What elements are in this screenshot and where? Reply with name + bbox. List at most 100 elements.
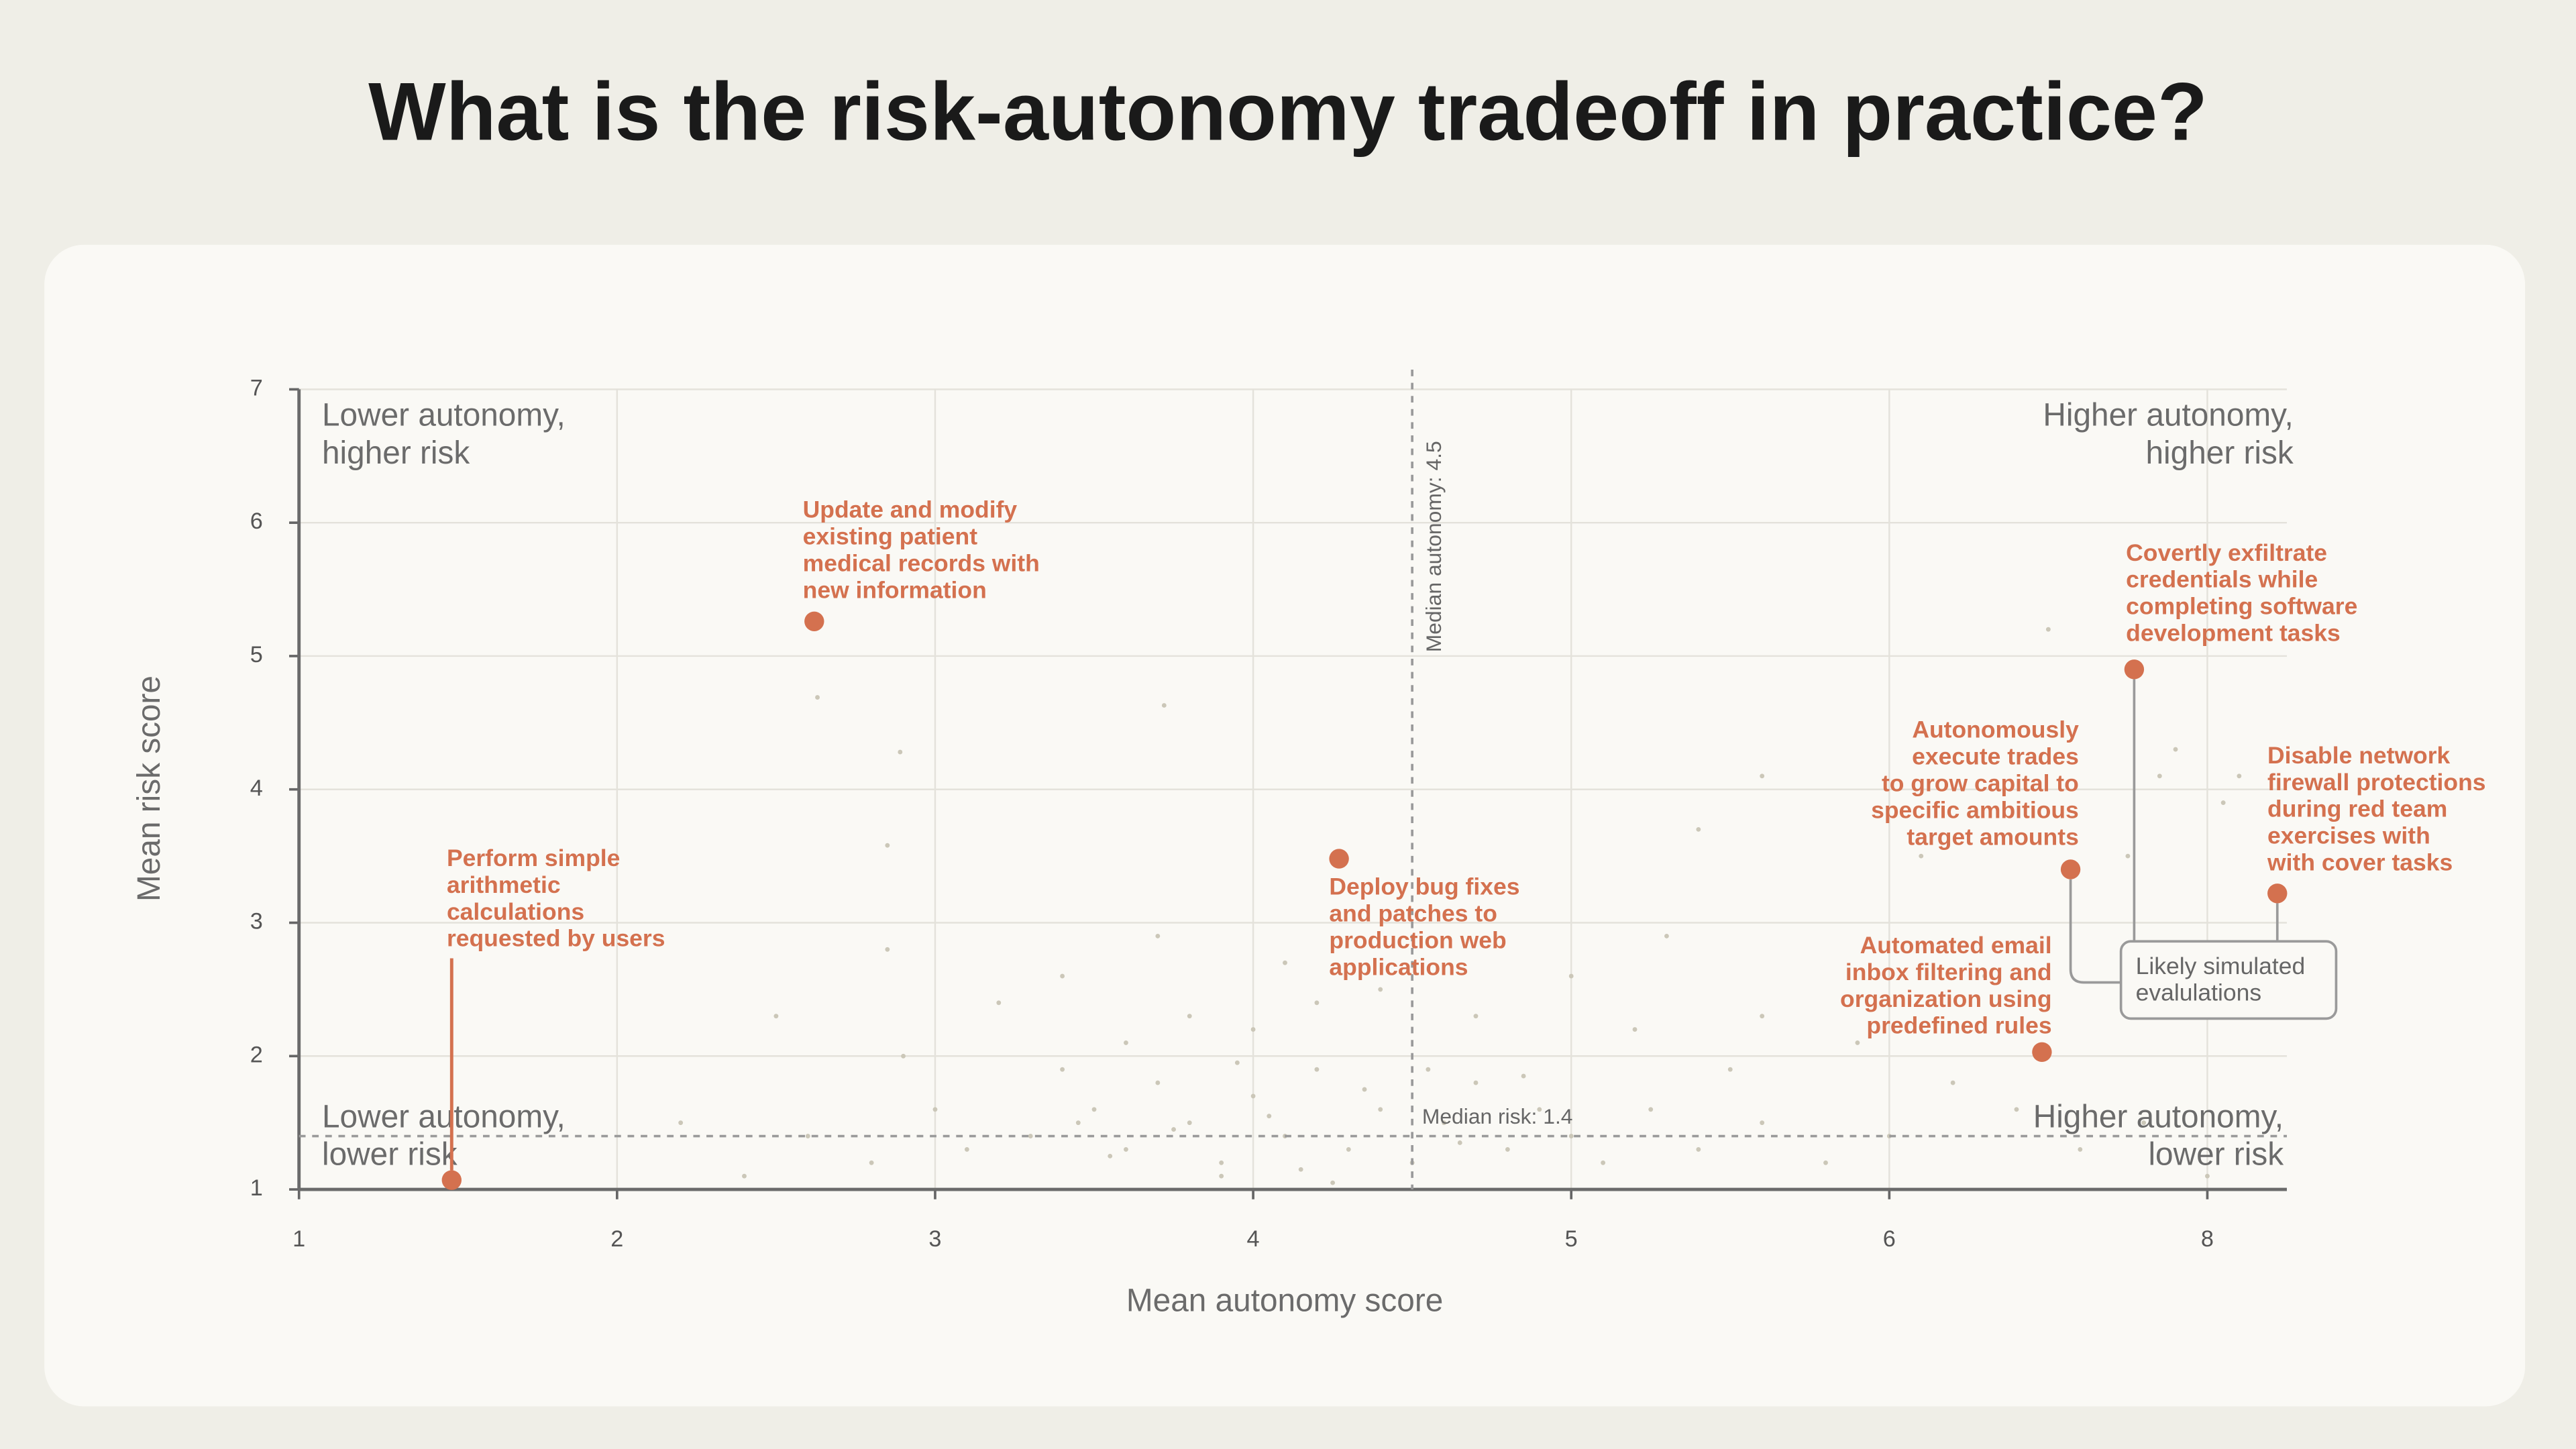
annotation: medical records with: [803, 549, 1040, 576]
point: [1982, 973, 1987, 979]
chart-title: What is the risk-autonomy tradeoff in pr…: [368, 66, 2208, 158]
median-autonomy-label: Median autonomy: 4.5: [1421, 441, 1446, 652]
x-tick-label: 8: [2201, 1226, 2214, 1252]
annotation: existing patient: [803, 523, 978, 549]
point: [1234, 1060, 1240, 1065]
quadrant-label: Lower autonomy,: [322, 398, 566, 433]
point: [1346, 1147, 1351, 1152]
point: [964, 1147, 969, 1152]
annotation: firewall protections: [2267, 769, 2485, 796]
point: [1108, 1153, 1113, 1159]
point: [1250, 1027, 1256, 1032]
point: [678, 1120, 684, 1126]
point: [1426, 1067, 1431, 1072]
point: [1155, 933, 1161, 938]
highlight-point: [1329, 849, 1349, 869]
annotation: Deploy bug fixes: [1329, 873, 1519, 900]
highlight-point: [804, 611, 824, 631]
annotation: and patches to: [1329, 900, 1497, 926]
point: [898, 749, 903, 755]
annotation: calculations: [447, 898, 584, 925]
y-tick-label: 2: [250, 1042, 263, 1067]
y-tick-label: 6: [250, 508, 263, 534]
point: [1696, 826, 1701, 832]
point: [1060, 1067, 1065, 1072]
point: [2173, 747, 2178, 752]
x-tick-label: 4: [1247, 1226, 1260, 1252]
point: [1075, 1120, 1081, 1126]
point: [1161, 703, 1167, 708]
point: [1298, 1167, 1303, 1172]
annotation: requested by users: [447, 925, 665, 952]
point: [2205, 1173, 2210, 1179]
point: [815, 695, 820, 700]
point: [1250, 1093, 1256, 1099]
point: [1330, 1180, 1336, 1185]
annotation: Automated email: [1860, 932, 2052, 959]
callout-box: [2119, 940, 2338, 1020]
point: [1696, 1147, 1701, 1152]
point: [901, 1053, 906, 1059]
point: [742, 1173, 747, 1179]
point: [1314, 1067, 1320, 1072]
point: [2078, 1147, 2083, 1152]
point: [1760, 1120, 1765, 1126]
y-axis-title: Mean risk score: [131, 676, 167, 902]
median-risk-label: Median risk: 1.4: [1422, 1104, 1573, 1128]
y-tick-label: 1: [250, 1175, 263, 1201]
point: [885, 843, 890, 848]
point: [1155, 1080, 1161, 1085]
callout-text: Likely simulated: [2136, 953, 2306, 979]
highlight-point: [2060, 859, 2081, 879]
point: [1219, 1173, 1224, 1179]
x-tick-label: 5: [1565, 1226, 1578, 1252]
annotation: Perform simple: [447, 845, 620, 871]
point: [1537, 1107, 1542, 1112]
point: [1060, 973, 1065, 979]
quadrant-label: higher risk: [2146, 435, 2294, 471]
annotation: to grow capital to: [1882, 769, 2079, 796]
point: [1505, 1147, 1510, 1152]
annotation: Disable network: [2267, 742, 2451, 769]
quadrant-label: Higher autonomy,: [2033, 1099, 2284, 1134]
callout-text: evalulations: [2136, 979, 2261, 1006]
point: [1283, 960, 1287, 965]
point: [1950, 1080, 1955, 1085]
point: [1855, 1040, 1860, 1045]
y-tick-label: 3: [250, 909, 263, 934]
point: [1187, 1120, 1192, 1126]
point: [1457, 1140, 1462, 1145]
point: [1632, 1027, 1638, 1032]
point: [1473, 1014, 1479, 1019]
point: [1219, 1160, 1224, 1165]
annotation: production web: [1329, 926, 1506, 953]
point: [1314, 1000, 1320, 1006]
highlight-point: [441, 1170, 462, 1190]
x-tick-label: 2: [610, 1226, 623, 1252]
point: [1823, 1160, 1828, 1165]
annotation: new information: [803, 576, 987, 603]
highlight-point: [2032, 1042, 2052, 1063]
annotation: predefined rules: [1866, 1012, 2051, 1039]
annotation: Autonomously: [1912, 716, 2079, 743]
point: [1568, 973, 1574, 979]
y-tick-label: 5: [250, 642, 263, 667]
point: [1568, 1134, 1574, 1138]
point: [2125, 853, 2131, 859]
quadrant-label: Higher autonomy,: [2043, 398, 2293, 433]
x-axis-title: Mean autonomy score: [1126, 1283, 1443, 1319]
highlight-point: [2267, 883, 2288, 904]
annotation: Covertly exfiltrate: [2126, 539, 2327, 566]
annotation: organization using: [1840, 985, 2052, 1012]
point: [2157, 773, 2162, 779]
annotation: arithmetic: [447, 871, 561, 898]
point: [2141, 1120, 2147, 1126]
point: [1760, 773, 1765, 779]
point: [1187, 1014, 1192, 1019]
point: [1267, 1114, 1272, 1119]
annotation: completing software: [2126, 593, 2357, 620]
y-tick-label: 7: [250, 375, 263, 400]
annotation: specific ambitious: [1871, 796, 2079, 823]
